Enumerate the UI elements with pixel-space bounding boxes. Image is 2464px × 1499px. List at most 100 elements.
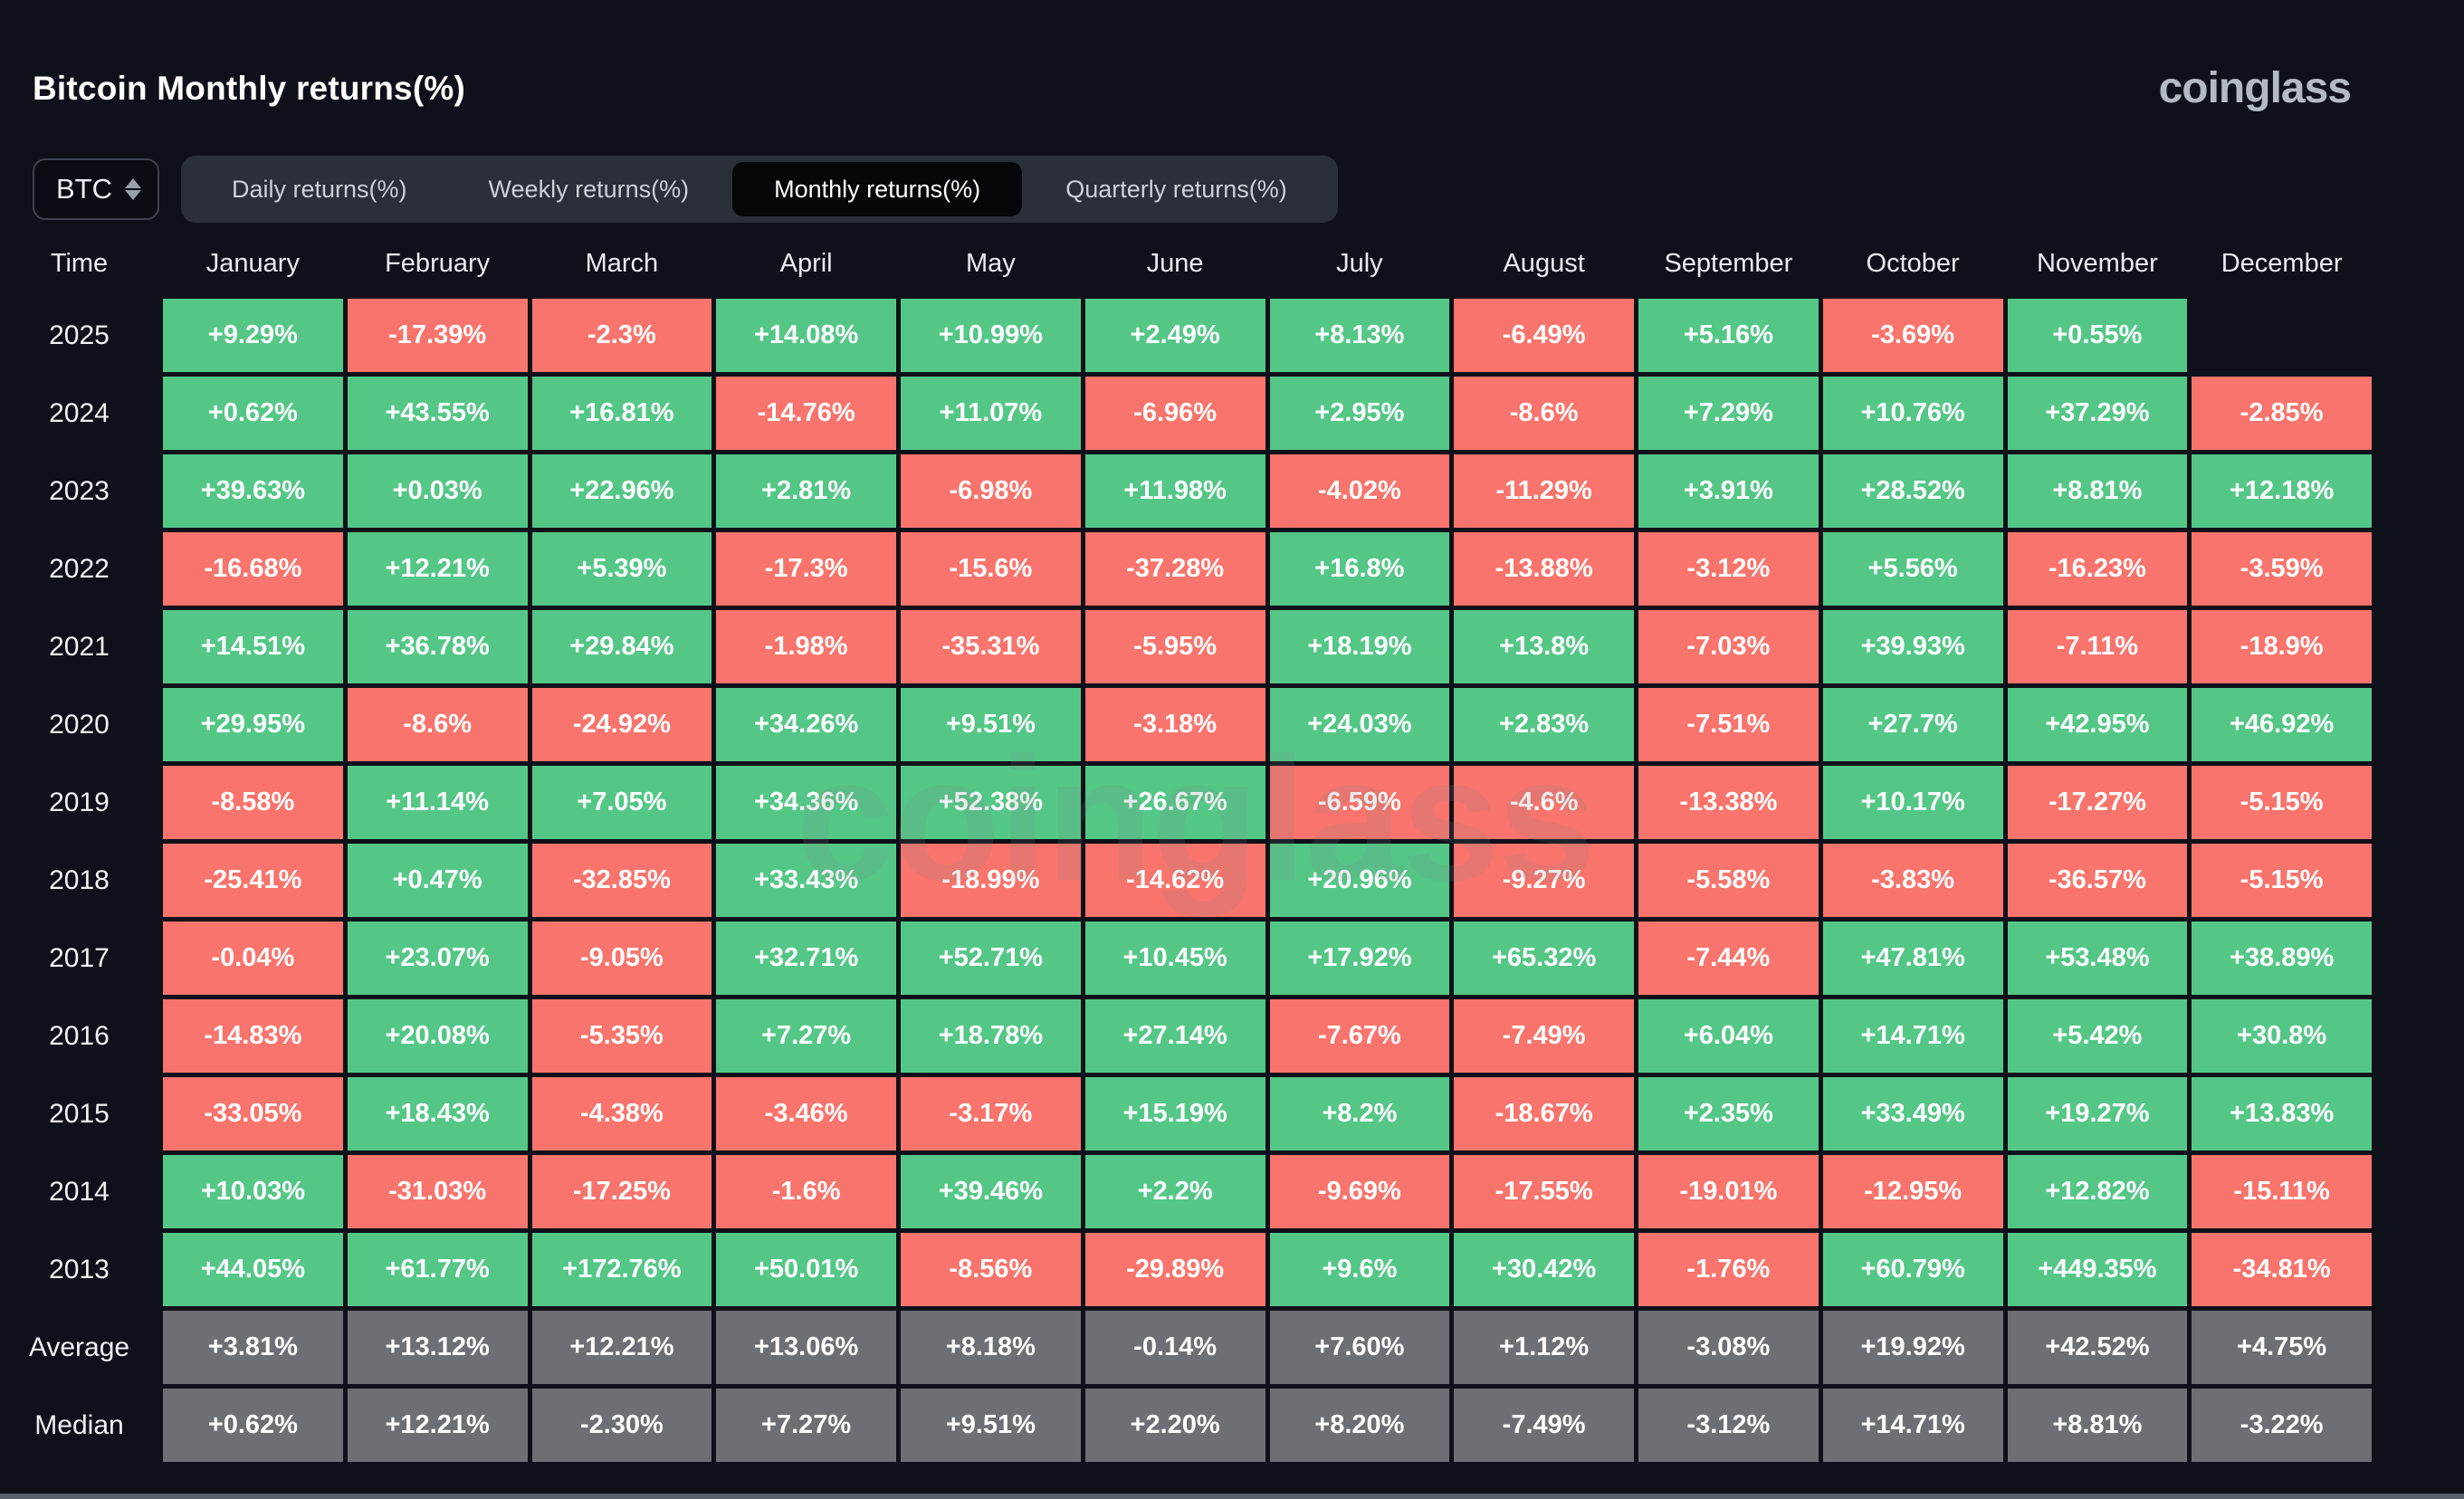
- heatmap-cell: +34.36%: [716, 766, 896, 839]
- heatmap-cell: +9.51%: [901, 1389, 1081, 1462]
- heatmap-cell: +19.27%: [2007, 1077, 2188, 1151]
- heatmap-cell: +18.78%: [901, 999, 1081, 1073]
- heatmap-cell: -3.12%: [1638, 532, 1819, 606]
- heatmap-cell: +53.48%: [2007, 921, 2188, 995]
- heatmap-cell: +39.93%: [1822, 610, 2003, 683]
- heatmap-cell: +42.52%: [2007, 1311, 2188, 1384]
- heatmap-cell: +10.99%: [901, 299, 1081, 372]
- heatmap-cell: +6.04%: [1638, 999, 1819, 1073]
- heatmap-cell: +11.98%: [1084, 454, 1265, 528]
- heatmap-cell: -29.89%: [1084, 1233, 1265, 1306]
- heatmap-cell: +14.08%: [716, 299, 896, 372]
- heatmap-cell: +10.17%: [1822, 766, 2003, 839]
- heatmap-cell: +27.7%: [1822, 688, 2003, 761]
- heatmap-cell: +50.01%: [716, 1233, 896, 1306]
- heatmap-cell: -5.15%: [2192, 844, 2372, 917]
- heatmap-cell: +2.20%: [1084, 1389, 1265, 1462]
- heatmap-cell: -3.59%: [2192, 532, 2372, 606]
- sort-arrows-icon: [125, 178, 141, 200]
- heatmap-row: 2023 +39.63% +0.03% +22.96% +2.81% -6.98% +11.…: [0, 454, 2372, 528]
- row-label: 2015: [49, 1098, 110, 1129]
- heatmap-cell: -4.6%: [1454, 766, 1634, 839]
- heatmap-cell: -34.81%: [2192, 1233, 2372, 1306]
- heatmap-cell: +46.92%: [2192, 688, 2372, 761]
- heatmap-cell: +7.29%: [1638, 377, 1819, 450]
- heatmap-cell: -7.67%: [1269, 999, 1450, 1073]
- heatmap-cell: +10.45%: [1084, 921, 1265, 995]
- heatmap-cell: +15.19%: [1084, 1077, 1265, 1151]
- column-header: November: [2036, 248, 2158, 278]
- heatmap-cell: -0.04%: [163, 921, 343, 995]
- heatmap-row: 2013 +44.05% +61.77% +172.76% +50.01% -8.56% -…: [0, 1233, 2372, 1306]
- heatmap-cell: +8.81%: [2007, 454, 2188, 528]
- heatmap-cell: +5.16%: [1638, 299, 1819, 372]
- heatmap-cell: -6.59%: [1269, 766, 1450, 839]
- heatmap-cell: -1.6%: [716, 1155, 896, 1228]
- symbol-select[interactable]: BTC: [33, 158, 159, 220]
- heatmap-cell: +12.21%: [531, 1311, 712, 1384]
- heatmap-row: 2024 +0.62% +43.55% +16.81% -14.76% +11.07% -6…: [0, 377, 2372, 450]
- coinglass-logo[interactable]: coinglass: [2158, 64, 2352, 112]
- heatmap-row: 2018 -25.41% +0.47% -32.85% +33.43% -18.99% -1…: [0, 844, 2372, 917]
- heatmap-cell: +5.39%: [531, 532, 712, 606]
- heatmap-cell: +24.03%: [1269, 688, 1450, 761]
- heatmap-cell: -24.92%: [531, 688, 712, 761]
- heatmap-cell: -7.49%: [1454, 999, 1634, 1073]
- heatmap-row: 2014 +10.03% -31.03% -17.25% -1.6% +39.46% +2.…: [0, 1155, 2372, 1228]
- heatmap-cell: -17.25%: [531, 1155, 712, 1228]
- column-header: July: [1336, 248, 1383, 278]
- row-label: 2014: [49, 1176, 110, 1207]
- heatmap-cell: -4.38%: [531, 1077, 712, 1151]
- heatmap-cell: -7.11%: [2007, 610, 2188, 683]
- column-header: August: [1503, 248, 1585, 278]
- heatmap-cell: +30.42%: [1454, 1233, 1634, 1306]
- tab-monthly-returns[interactable]: Monthly returns(%): [732, 162, 1023, 216]
- heatmap-cell: -37.28%: [1084, 532, 1265, 606]
- heatmap-cell: -18.99%: [901, 844, 1081, 917]
- heatmap-cell: -2.85%: [2192, 377, 2372, 450]
- column-header: May: [965, 248, 1016, 278]
- heatmap-cell: -8.6%: [1454, 377, 1634, 450]
- heatmap-row: 2017 -0.04% +23.07% -9.05% +32.71% +52.71% +10…: [0, 921, 2372, 995]
- heatmap-cell: -19.01%: [1638, 1155, 1819, 1228]
- column-header: October: [1866, 248, 1960, 278]
- heatmap-cell: -3.08%: [1638, 1311, 1819, 1384]
- tab-daily-returns[interactable]: Daily returns(%): [232, 175, 407, 203]
- row-label: 2021: [49, 631, 110, 662]
- heatmap-cell: +20.96%: [1269, 844, 1450, 917]
- heatmap-cell: +12.21%: [347, 532, 528, 606]
- heatmap-cell: [2192, 299, 2372, 372]
- heatmap-cell: +39.46%: [901, 1155, 1081, 1228]
- heatmap-cell: +7.27%: [716, 1389, 896, 1462]
- heatmap-cell: +2.81%: [716, 454, 896, 528]
- heatmap-cell: +38.89%: [2192, 921, 2372, 995]
- heatmap-cell: +11.07%: [901, 377, 1081, 450]
- heatmap-cell: -17.39%: [347, 299, 528, 372]
- page-title: Bitcoin Monthly returns(%): [33, 69, 465, 107]
- tab-quarterly-returns[interactable]: Quarterly returns(%): [1065, 175, 1287, 203]
- heatmap-cell: -2.3%: [531, 299, 712, 372]
- heatmap-cell: +0.47%: [347, 844, 528, 917]
- heatmap-cell: +61.77%: [347, 1233, 528, 1306]
- heatmap-cell: +65.32%: [1454, 921, 1634, 995]
- heatmap-cell: -6.96%: [1084, 377, 1265, 450]
- heatmap-cell: -7.03%: [1638, 610, 1819, 683]
- heatmap-cell: -9.27%: [1454, 844, 1634, 917]
- heatmap-cell: +13.12%: [347, 1311, 528, 1384]
- tab-weekly-returns[interactable]: Weekly returns(%): [488, 175, 690, 203]
- column-header: December: [2220, 248, 2343, 278]
- heatmap-cell: +14.51%: [163, 610, 343, 683]
- heatmap-cell: -14.62%: [1084, 844, 1265, 917]
- heatmap-cell: +1.12%: [1454, 1311, 1634, 1384]
- heatmap-cell: -8.58%: [163, 766, 343, 839]
- heatmap-cell: +8.13%: [1269, 299, 1450, 372]
- heatmap-cell: +60.79%: [1822, 1233, 2003, 1306]
- heatmap-cell: +8.2%: [1269, 1077, 1450, 1151]
- heatmap-cell: -15.11%: [2192, 1155, 2372, 1228]
- heatmap-cell: +34.26%: [716, 688, 896, 761]
- row-label: 2019: [49, 787, 110, 817]
- heatmap-cell: -3.83%: [1822, 844, 2003, 917]
- heatmap-cell: -8.6%: [347, 688, 528, 761]
- heatmap-cell: -11.29%: [1454, 454, 1634, 528]
- heatmap-cell: +0.62%: [163, 377, 343, 450]
